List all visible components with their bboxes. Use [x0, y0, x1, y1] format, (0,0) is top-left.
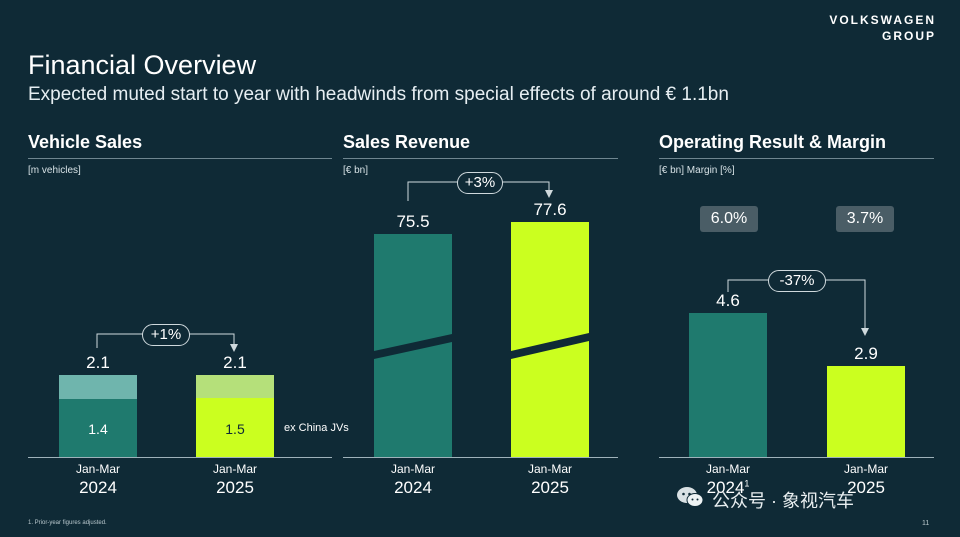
- operating-result-2024-bar: [689, 313, 767, 457]
- vehicle-sales-2025-year: 2025: [216, 478, 254, 497]
- vehicle-sales-title: Vehicle Sales: [28, 132, 143, 152]
- sales-revenue-2025-bar: [511, 222, 589, 457]
- operating-result-unit: [€ bn] Margin [%]: [659, 165, 735, 176]
- sales-revenue-unit: [€ bn]: [343, 165, 369, 176]
- footnote-marker: 1: [744, 478, 750, 489]
- sales-revenue-2024-bar: [374, 234, 452, 457]
- vehicle-sales-2025-period: Jan-Mar: [212, 462, 257, 476]
- brand-logo: VOLKSWAGEN GROUP: [829, 12, 936, 44]
- operating-result-2024-value: 4.6: [716, 291, 740, 310]
- operating-result-2025-period: Jan-Mar: [843, 462, 888, 476]
- vehicle-sales-2025-total: 2.1: [223, 353, 247, 372]
- footnote: 1. Prior-year figures adjusted.: [28, 520, 107, 526]
- sales-revenue-2024-period: Jan-Mar: [390, 462, 435, 476]
- operating-result-2025-bar: [827, 366, 905, 457]
- vehicle-sales-2025-bar: [196, 398, 274, 457]
- vehicle-sales-rule: [28, 158, 332, 159]
- page-title: Financial Overview: [28, 50, 257, 80]
- vehicle-sales-2024-total: 2.1: [86, 353, 110, 372]
- operating-result-change-badge: -37%: [768, 270, 826, 292]
- vehicle-sales-2024-china-jv-bar: [59, 375, 137, 399]
- vehicle-sales-2024-period: Jan-Mar: [75, 462, 120, 476]
- margin-2024-badge: 6.0%: [700, 206, 758, 232]
- sales-revenue-rule: [343, 158, 618, 159]
- page-number: 11: [922, 520, 930, 527]
- watermark-text: 公众号 · 象视汽车: [712, 491, 854, 511]
- vehicle-sales-change-badge: +1%: [142, 324, 190, 346]
- vehicle-sales-2025-china-jv-bar: [196, 375, 274, 398]
- operating-result-2025-value: 2.9: [854, 344, 878, 363]
- sales-revenue-baseline: [343, 457, 618, 458]
- vehicle-sales-baseline: [28, 457, 332, 458]
- vehicle-sales-2024-ex-china: 1.4: [88, 421, 108, 437]
- sales-revenue-2024-year: 2024: [394, 478, 432, 497]
- vehicle-sales-2024-bar: [59, 399, 137, 457]
- operating-result-2024-year: 20241: [689, 478, 767, 498]
- operating-result-title: Operating Result & Margin: [659, 132, 887, 152]
- operating-result-2024-period: Jan-Mar: [705, 462, 750, 476]
- sales-revenue-2025-value: 77.6: [533, 200, 567, 219]
- brand-line-1: VOLKSWAGEN: [829, 13, 936, 27]
- brand-line-2: GROUP: [881, 29, 936, 43]
- operating-result-rule: [659, 158, 934, 159]
- page-subtitle: Expected muted start to year with headwi…: [28, 84, 729, 105]
- sales-revenue-2024-value: 75.5: [396, 212, 430, 231]
- sales-revenue-2025-period: Jan-Mar: [527, 462, 572, 476]
- operating-result-2024-year-text: 2024: [706, 478, 745, 497]
- sales-revenue-2025-year: 2025: [531, 478, 569, 497]
- sales-revenue-change-badge: +3%: [457, 172, 503, 194]
- operating-result-2025-year: 2025: [847, 478, 885, 497]
- wechat-icon: [676, 486, 704, 508]
- margin-2025-badge: 3.7%: [836, 206, 894, 232]
- vehicle-sales-2025-ex-china: 1.5: [225, 421, 245, 437]
- ex-china-annotation: ex China JVs: [284, 422, 349, 434]
- vehicle-sales-2024-year: 2024: [79, 478, 117, 497]
- sales-revenue-title: Sales Revenue: [343, 132, 471, 152]
- vehicle-sales-unit: [m vehicles]: [28, 165, 81, 176]
- operating-result-baseline: [659, 457, 934, 458]
